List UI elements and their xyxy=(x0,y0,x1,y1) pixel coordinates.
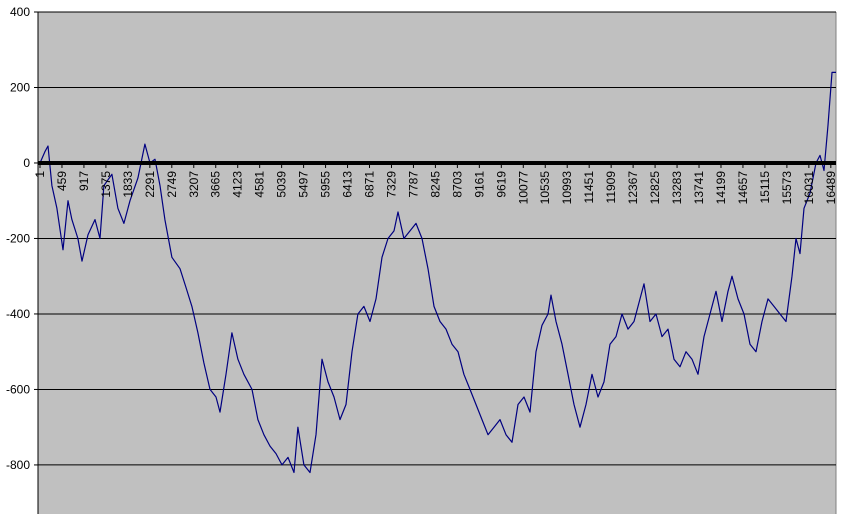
x-tick-label: 917 xyxy=(77,171,91,191)
x-tick-label: 16031 xyxy=(802,171,816,205)
plot-area xyxy=(38,12,836,514)
x-tick-label: 1375 xyxy=(99,171,113,198)
y-tick-label: -600 xyxy=(6,382,30,396)
x-tick-label: 3665 xyxy=(209,171,223,198)
x-tick-label: 7787 xyxy=(406,171,420,198)
y-tick-label: -200 xyxy=(6,231,30,245)
data-line xyxy=(39,71,836,474)
x-tick-label: 15115 xyxy=(758,171,772,204)
x-tick-label: 6871 xyxy=(363,171,377,198)
x-tick-label: 1 xyxy=(33,171,47,178)
x-tick-label: 5039 xyxy=(275,171,289,198)
x-tick-label: 14657 xyxy=(736,171,750,205)
x-tick-label: 14199 xyxy=(714,171,728,205)
x-tick-label: 7329 xyxy=(384,171,398,198)
x-tick-label: 10535 xyxy=(538,171,552,205)
x-tick-label: 15573 xyxy=(780,171,794,205)
x-tick-label: 13741 xyxy=(692,171,706,205)
x-tick-label: 13283 xyxy=(670,171,684,205)
x-tick-label: 8703 xyxy=(450,171,464,198)
y-tick-label: 0 xyxy=(23,156,30,170)
x-tick-label: 4123 xyxy=(231,171,245,198)
y-tick-label: -400 xyxy=(6,307,30,321)
x-tick-label: 10077 xyxy=(516,171,530,205)
x-tick-label: 11909 xyxy=(604,171,618,204)
x-tick-label: 5955 xyxy=(319,171,333,198)
x-tick-label: 1833 xyxy=(121,171,135,198)
x-tick-label: 2291 xyxy=(143,171,157,198)
y-tick-label: -800 xyxy=(6,458,30,472)
x-tick-label: 459 xyxy=(55,171,69,191)
x-tick-label: 8245 xyxy=(428,171,442,198)
x-tick-label: 12825 xyxy=(648,171,662,205)
x-tick-label: 11451 xyxy=(582,171,596,204)
x-tick-label: 9161 xyxy=(472,171,486,198)
x-tick-label: 16489 xyxy=(824,171,838,205)
y-tick-label: 200 xyxy=(10,80,30,94)
x-tick-label: 6413 xyxy=(341,171,355,198)
x-tick-label: 3207 xyxy=(187,171,201,198)
x-tick-label: 9619 xyxy=(494,171,508,198)
x-tick-label: 5497 xyxy=(297,171,311,198)
x-tick-label: 12367 xyxy=(626,171,640,205)
y-tick-label: 400 xyxy=(10,5,30,19)
x-tick-label: 4581 xyxy=(253,171,267,198)
x-tick-label: 2749 xyxy=(165,171,179,198)
x-tick-label: 10993 xyxy=(560,171,574,205)
